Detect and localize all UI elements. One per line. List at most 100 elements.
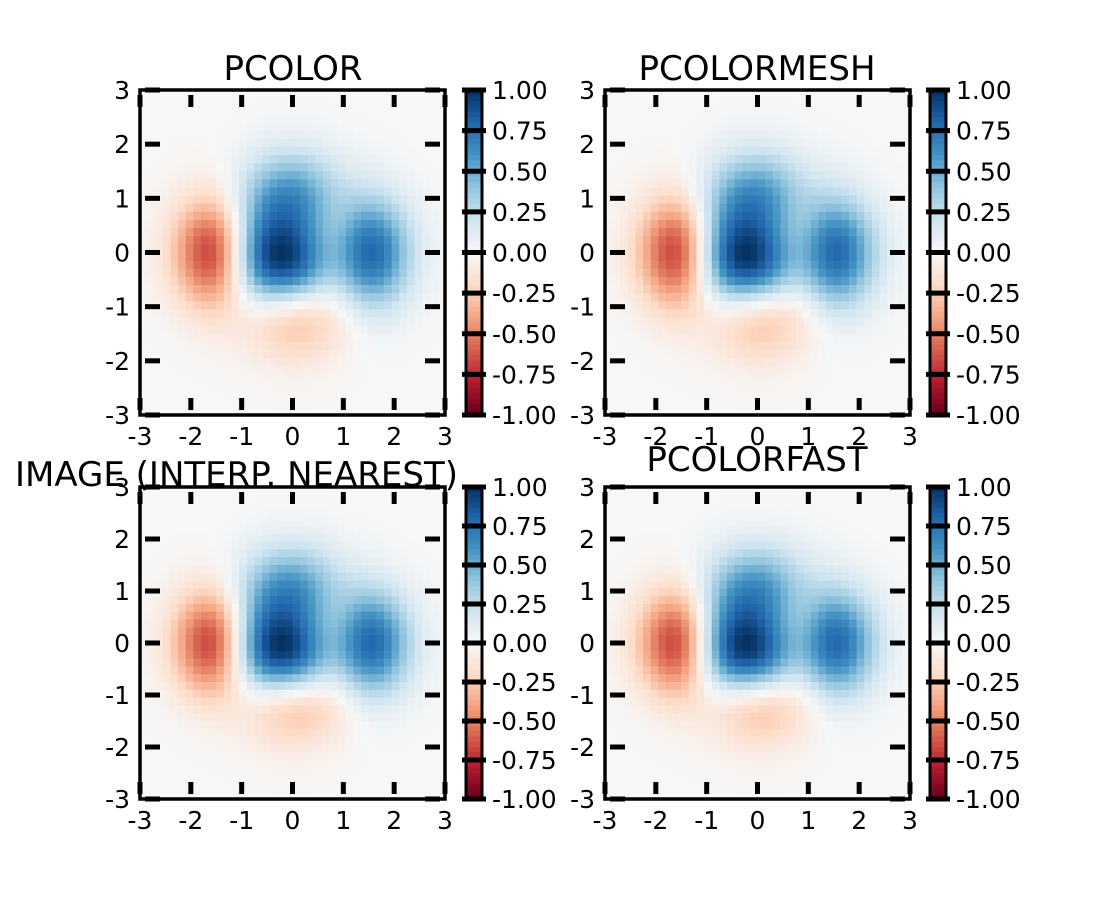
heatmap-cell	[338, 309, 347, 319]
heatmap-cell	[620, 382, 629, 392]
heatmap-cell	[239, 155, 248, 164]
heatmap-cell	[155, 293, 164, 302]
heatmap-cell	[185, 122, 194, 132]
heatmap-cell	[871, 276, 881, 286]
heatmap-cell	[246, 689, 255, 699]
heatmap-cell	[719, 398, 728, 408]
heatmap-cell	[269, 341, 278, 351]
heatmap-cell	[780, 163, 789, 172]
heatmap-cell	[239, 228, 248, 237]
heatmap-cell	[437, 341, 446, 351]
heatmap-cell	[323, 502, 332, 511]
colorbar-tick-label: 0.00	[956, 239, 1012, 268]
heatmap-cell	[612, 114, 621, 124]
heatmap-cell	[620, 350, 629, 359]
heatmap-cell	[185, 390, 194, 400]
heatmap-cell	[384, 301, 393, 310]
heatmap-cell	[376, 572, 385, 582]
heatmap-cell	[681, 228, 690, 237]
heatmap-cell	[384, 293, 393, 302]
heatmap-cell	[368, 211, 377, 221]
heatmap-cell	[147, 627, 156, 636]
heatmap-cell	[178, 122, 187, 132]
heatmap-cell	[810, 122, 820, 132]
heatmap-cell	[734, 374, 743, 384]
heatmap-cell	[605, 382, 614, 392]
heatmap-cell	[727, 138, 736, 148]
heatmap-cell	[338, 155, 347, 164]
heatmap-cell	[795, 187, 804, 197]
heatmap-cell	[422, 333, 431, 343]
heatmap-cell	[879, 163, 888, 172]
heatmap-cell	[223, 382, 233, 392]
heatmap-cell	[216, 358, 225, 367]
heatmap-cell	[330, 510, 339, 519]
heatmap-cell	[894, 90, 903, 99]
heatmap-cell	[376, 106, 385, 115]
heatmap-cell	[727, 317, 736, 327]
heatmap-cell	[338, 580, 347, 589]
heatmap-cell	[658, 301, 667, 310]
heatmap-cell	[231, 596, 240, 605]
heatmap-cell	[704, 171, 713, 180]
heatmap-cell	[818, 301, 827, 310]
heatmap-cell	[193, 635, 202, 644]
heatmap-cell	[254, 502, 263, 511]
heatmap-cell	[650, 122, 659, 132]
colorbar-segment	[930, 90, 946, 97]
heatmap-cell	[658, 398, 667, 408]
heatmap-cell	[719, 228, 728, 237]
heatmap-cell	[330, 580, 339, 589]
heatmap-cell	[277, 526, 286, 535]
heatmap-cell	[193, 122, 202, 132]
heatmap-cell	[284, 666, 294, 675]
heatmap-cell	[887, 366, 896, 375]
heatmap-cell	[269, 138, 278, 148]
heatmap-cell	[749, 163, 759, 172]
heatmap-cell	[185, 487, 194, 496]
colorbar-tick-label: -0.50	[492, 320, 557, 349]
heatmap-cell	[193, 138, 202, 148]
heatmap-cell	[376, 211, 385, 221]
heatmap-cell	[879, 366, 888, 375]
heatmap-cell	[338, 791, 347, 800]
heatmap-cell	[696, 236, 705, 245]
heatmap-cell	[216, 604, 225, 613]
heatmap-cell	[269, 374, 278, 384]
heatmap-cell	[627, 341, 637, 351]
heatmap-cell	[871, 341, 881, 351]
heatmap-cell	[269, 666, 278, 675]
heatmap-cell	[284, 557, 294, 566]
heatmap-cell	[833, 146, 842, 156]
heatmap-cell	[391, 171, 400, 180]
heatmap-cell	[643, 138, 652, 148]
heatmap-cell	[201, 301, 210, 310]
heatmap-cell	[749, 390, 759, 400]
heatmap-cell	[284, 494, 294, 504]
heatmap-cell	[818, 374, 827, 384]
heatmap-cell	[368, 260, 377, 270]
heatmap-cell	[162, 697, 172, 706]
heatmap-cell	[635, 390, 644, 400]
heatmap-cell	[765, 179, 774, 189]
heatmap-cell	[643, 171, 652, 180]
heatmap-cell	[216, 382, 225, 392]
heatmap-cell	[711, 98, 720, 107]
heatmap-cell	[323, 744, 332, 753]
heatmap-cell	[620, 122, 629, 132]
heatmap-cell	[284, 187, 294, 197]
heatmap-cell	[765, 252, 774, 262]
heatmap-cell	[788, 187, 797, 197]
heatmap-cell	[833, 155, 842, 164]
heatmap-cell	[643, 325, 652, 335]
heatmap-cell	[323, 366, 332, 375]
heatmap-cell	[429, 228, 438, 237]
heatmap-cell	[818, 211, 827, 221]
heatmap-cell	[178, 713, 187, 722]
heatmap-cell	[140, 236, 149, 245]
heatmap-cell	[887, 325, 896, 335]
heatmap-cell	[406, 390, 416, 400]
heatmap-cell	[749, 309, 759, 319]
heatmap-cell	[323, 268, 332, 278]
heatmap-cell	[155, 350, 164, 359]
